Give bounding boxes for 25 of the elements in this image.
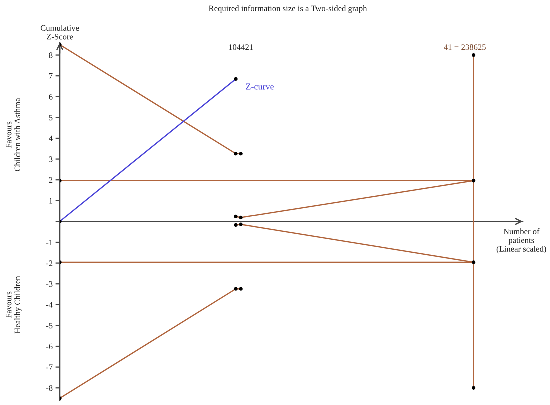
y-tick-label: -8	[46, 385, 53, 392]
y-tick-label: -7	[46, 364, 53, 370]
y-tick-label: -5	[46, 323, 53, 329]
y-tick-label: -2	[46, 260, 53, 266]
chart-title: Required information size is a Two-sided graph	[208, 5, 368, 14]
x-tick-label: 104421	[229, 44, 254, 50]
y-tick-label: 6	[49, 94, 53, 100]
text: Favours Children with Asthma	[6, 98, 20, 172]
y-axis-title: Cumulative Z-Score	[40, 25, 80, 40]
y-tick-label: -6	[46, 344, 53, 350]
y-tick-label: 8	[49, 52, 53, 58]
y-tick-label: -3	[46, 281, 53, 288]
y-tick-label: 3	[49, 156, 53, 162]
x-axis-title: Number of patients (Linear scaled)	[496, 228, 546, 254]
text: Favours Healthy Children	[6, 276, 22, 334]
y-tick-label: 2	[49, 177, 53, 183]
y-tick-label: 1	[50, 198, 53, 204]
y-tick-label: 7	[49, 74, 53, 79]
series-label: Z-curve	[246, 84, 274, 90]
y-tick-label: 5	[49, 115, 53, 121]
x-tick-label: 238625	[462, 44, 486, 50]
y-tick-label: -1	[46, 240, 53, 246]
y-tick-label: -4	[46, 302, 53, 308]
y-tick-label: 4	[49, 136, 53, 142]
annotation: 41 =	[444, 44, 459, 50]
